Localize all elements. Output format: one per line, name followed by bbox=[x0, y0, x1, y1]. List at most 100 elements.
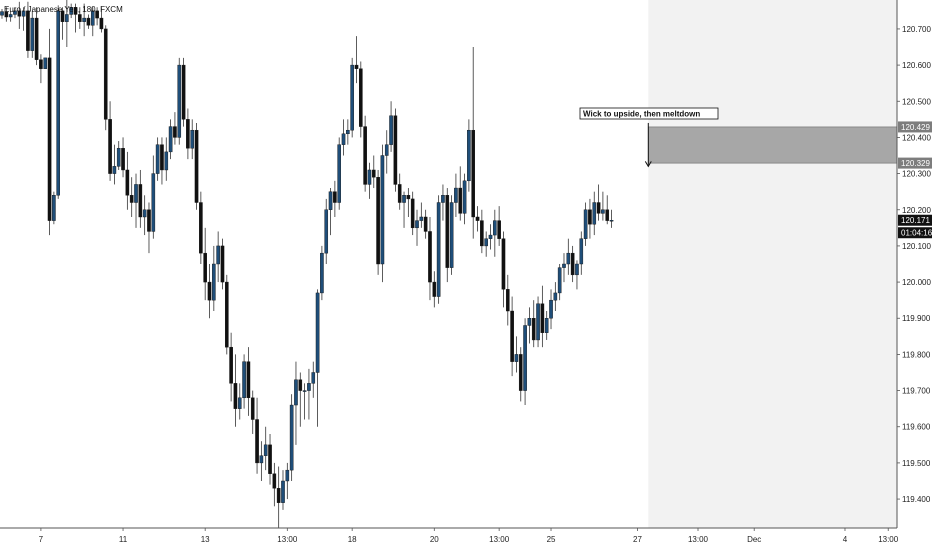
candle bbox=[47, 28, 52, 236]
candle-body bbox=[255, 419, 259, 464]
annotation-box[interactable] bbox=[579, 107, 719, 120]
y-tick-label: 120.500 bbox=[902, 97, 931, 106]
candle bbox=[371, 155, 376, 189]
candle bbox=[168, 119, 173, 160]
candle-body bbox=[21, 10, 26, 17]
candle bbox=[186, 108, 190, 160]
candle bbox=[78, 7, 82, 29]
candle bbox=[562, 253, 566, 283]
candle-body bbox=[458, 187, 463, 214]
candle-body bbox=[177, 64, 182, 138]
candle bbox=[592, 191, 597, 236]
candle-body bbox=[488, 234, 493, 239]
candle-body bbox=[510, 310, 514, 362]
x-tick-label: 7 bbox=[39, 535, 44, 544]
candle-body bbox=[272, 473, 277, 489]
resistance-zone[interactable] bbox=[647, 126, 898, 164]
candle bbox=[268, 433, 272, 485]
candle bbox=[220, 238, 225, 290]
x-tick-label: 13:00 bbox=[878, 535, 899, 544]
candle-body bbox=[523, 325, 527, 391]
candle bbox=[155, 137, 160, 181]
candle bbox=[570, 245, 575, 283]
candle-body bbox=[194, 129, 199, 203]
candle bbox=[324, 198, 329, 264]
x-tick-label: 18 bbox=[348, 535, 357, 544]
candle bbox=[553, 282, 558, 312]
candle bbox=[514, 336, 519, 373]
candle bbox=[497, 206, 501, 246]
candle bbox=[125, 151, 130, 210]
candle bbox=[138, 169, 143, 228]
candle-body bbox=[384, 144, 389, 156]
candle bbox=[13, 7, 17, 19]
candle bbox=[588, 198, 592, 239]
candle-body bbox=[493, 220, 497, 236]
y-tick-label: 120.700 bbox=[902, 25, 931, 34]
candle bbox=[233, 354, 238, 427]
candle bbox=[73, 3, 78, 33]
candle bbox=[527, 307, 532, 344]
candle bbox=[488, 224, 493, 250]
candle bbox=[207, 264, 212, 319]
candle-body bbox=[289, 404, 294, 471]
candle bbox=[147, 202, 151, 254]
candle-body bbox=[259, 455, 264, 464]
candle-body bbox=[315, 292, 320, 373]
candle bbox=[393, 108, 398, 192]
candle-body bbox=[363, 126, 367, 185]
x-tick-label: 13:00 bbox=[277, 535, 298, 544]
candle bbox=[428, 216, 432, 301]
candle bbox=[246, 347, 251, 416]
candle-body bbox=[250, 397, 255, 420]
candle-body bbox=[475, 216, 480, 221]
candle bbox=[224, 274, 229, 355]
candle bbox=[281, 470, 285, 510]
candle bbox=[216, 231, 220, 283]
candle bbox=[458, 166, 463, 221]
candle-body bbox=[596, 202, 601, 214]
candle bbox=[69, 3, 73, 19]
candle-body bbox=[90, 10, 95, 26]
y-tick-label: 120.600 bbox=[902, 61, 931, 70]
countdown-tag bbox=[898, 227, 932, 239]
candle bbox=[518, 347, 523, 402]
candle bbox=[263, 426, 268, 471]
candle bbox=[544, 311, 549, 340]
candle-body bbox=[134, 184, 138, 203]
candle bbox=[601, 191, 605, 221]
candle-body bbox=[30, 17, 35, 51]
candle bbox=[52, 191, 56, 225]
y-tick-label: 120.100 bbox=[902, 242, 931, 251]
candle-body bbox=[445, 195, 450, 268]
candle-body bbox=[212, 263, 216, 301]
candle-body bbox=[82, 17, 86, 22]
candle-body bbox=[116, 148, 121, 167]
candle-body bbox=[276, 488, 281, 503]
candle bbox=[432, 271, 437, 308]
candle bbox=[536, 296, 540, 348]
candle-body bbox=[125, 169, 130, 196]
candle bbox=[242, 354, 246, 409]
candle-body bbox=[419, 216, 424, 221]
candle bbox=[103, 25, 108, 131]
candle bbox=[397, 173, 402, 210]
candle bbox=[346, 119, 350, 145]
candle bbox=[90, 7, 95, 37]
candle-body bbox=[367, 169, 372, 185]
candle bbox=[190, 119, 195, 160]
last-price-tag bbox=[898, 214, 932, 226]
candle-body bbox=[34, 17, 39, 60]
candle-body bbox=[562, 263, 566, 268]
zone-top-tag-label: 120.429 bbox=[901, 123, 930, 132]
candle-body bbox=[415, 220, 419, 229]
candle-body bbox=[263, 444, 268, 456]
candle bbox=[82, 3, 86, 37]
candle-body bbox=[402, 195, 406, 203]
candle bbox=[389, 101, 393, 152]
candle-body bbox=[449, 202, 454, 268]
candle bbox=[181, 57, 186, 127]
y-tick-label: 120.300 bbox=[902, 170, 931, 179]
candle-body bbox=[428, 231, 432, 283]
